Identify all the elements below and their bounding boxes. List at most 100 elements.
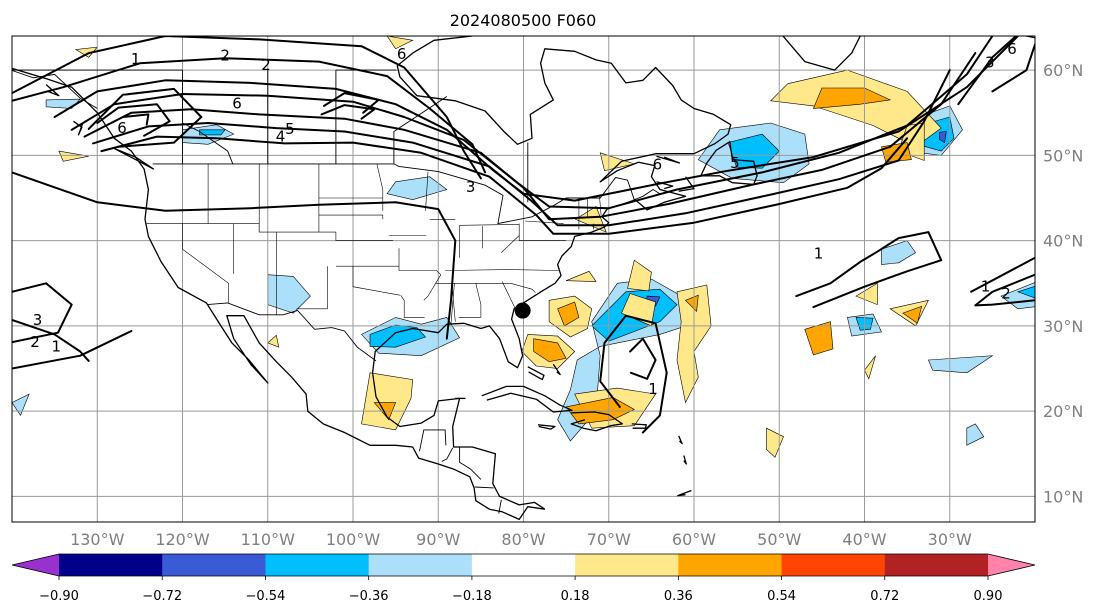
latitude-label: 60°N xyxy=(1043,61,1083,80)
contour-label: 6 xyxy=(117,119,127,137)
colorbar-min-extension xyxy=(12,554,59,576)
colorbar-tick-label: −0.54 xyxy=(246,589,286,604)
colorbar-segment xyxy=(59,554,163,576)
anomaly-region xyxy=(1016,286,1035,299)
anomaly-region xyxy=(855,282,878,306)
colorbar-segment xyxy=(884,554,989,576)
colorbar-tick-label: 0.90 xyxy=(974,589,1003,604)
contour-label: 3 xyxy=(466,178,476,196)
contour-line xyxy=(87,87,203,148)
state-border xyxy=(435,282,536,293)
contour-label: 3 xyxy=(985,53,995,71)
anomaly-region xyxy=(881,240,917,265)
colorbar-tick-label: −0.36 xyxy=(349,589,389,604)
anomaly-region xyxy=(804,321,834,356)
contour-line xyxy=(599,314,668,434)
state-border xyxy=(318,214,384,220)
longitude-label: 50°W xyxy=(757,530,801,549)
latitude-label: 20°N xyxy=(1043,402,1083,421)
anomaly-fill-layer xyxy=(12,36,1035,458)
colorbar-tick-label: −0.18 xyxy=(452,589,492,604)
contour-line xyxy=(991,43,1035,93)
colorbar-segment xyxy=(368,554,473,576)
coastline xyxy=(656,155,681,164)
longitude-label: 120°W xyxy=(155,530,210,549)
contour-label: 2 xyxy=(261,56,271,74)
contour-line xyxy=(12,57,487,174)
colorbar-segment xyxy=(471,554,576,576)
colorbar: −0.90 −0.72 −0.54 −0.36 −0.18 0.18 0.36 0.54 0.7… xyxy=(11,553,1036,604)
colorbar-max-extension xyxy=(988,554,1035,576)
coastline xyxy=(678,435,683,445)
state-border xyxy=(352,266,400,296)
colorbar-tick-label: 0.54 xyxy=(767,589,796,604)
longitude-label: 40°W xyxy=(842,530,886,549)
anomaly-region xyxy=(684,294,699,313)
colorbar-segment xyxy=(781,554,886,576)
coastline xyxy=(113,147,155,170)
contour-line xyxy=(629,337,657,380)
longitude-label: 110°W xyxy=(241,530,296,549)
coastline xyxy=(570,411,624,432)
coastline xyxy=(527,366,545,381)
contour-line xyxy=(92,69,951,227)
state-border xyxy=(599,195,602,216)
anomaly-region xyxy=(12,393,30,417)
country-border xyxy=(474,486,494,489)
state-border xyxy=(146,223,229,303)
coastline xyxy=(552,363,561,376)
state-border xyxy=(398,248,442,275)
anomaly-region xyxy=(369,324,427,348)
figure-title: 2024080500 F060 xyxy=(450,11,597,30)
colorbar-tick-label: 0.36 xyxy=(664,589,693,604)
colorbar-tick-label: −0.90 xyxy=(39,589,79,604)
anomaly-region xyxy=(58,150,89,162)
coastline xyxy=(45,84,60,97)
contour-line xyxy=(96,103,171,137)
longitude-label: 90°W xyxy=(416,530,460,549)
coastline xyxy=(1023,36,1035,39)
longitude-label: 80°W xyxy=(501,530,545,549)
colorbar-tick-label: 0.72 xyxy=(870,589,899,604)
contour-label: 4 xyxy=(276,128,286,146)
coastline-layer xyxy=(12,36,1035,521)
state-border xyxy=(501,235,520,253)
state-border xyxy=(445,269,560,271)
contour-label: 6 xyxy=(653,156,663,174)
coastline xyxy=(481,385,573,413)
contour-line xyxy=(974,273,1035,307)
latitude-label: 40°N xyxy=(1043,232,1083,251)
anomaly-region xyxy=(386,176,448,201)
contour-label: 2 xyxy=(1001,284,1011,302)
contour-line xyxy=(795,231,943,309)
contour-line xyxy=(320,104,376,120)
longitude-label: 30°W xyxy=(928,530,972,549)
coastline xyxy=(677,489,692,497)
coastline xyxy=(537,424,556,430)
anomaly-region xyxy=(199,129,226,136)
coastline xyxy=(12,67,545,521)
coastline xyxy=(683,455,687,465)
longitude-label: 70°W xyxy=(587,530,631,549)
contour-line xyxy=(12,330,133,370)
state-border xyxy=(182,223,394,241)
contour-line xyxy=(970,256,1035,293)
contour-label: 1 xyxy=(648,380,658,398)
country-border xyxy=(441,447,454,462)
longitude-label: 100°W xyxy=(326,530,381,549)
country-border xyxy=(634,188,661,201)
coastline xyxy=(371,36,732,510)
anomaly-region xyxy=(621,293,656,327)
anomaly-region xyxy=(902,305,923,324)
contour-line xyxy=(83,52,977,221)
gridline-layer xyxy=(12,36,1035,522)
contour-line-layer xyxy=(12,36,1035,434)
latitude-label: 10°N xyxy=(1043,487,1083,506)
state-border xyxy=(296,266,328,310)
latitude-label: 30°N xyxy=(1043,317,1083,336)
contour-label: 2 xyxy=(30,333,40,351)
anomaly-region xyxy=(557,301,580,327)
state-border xyxy=(525,220,564,224)
